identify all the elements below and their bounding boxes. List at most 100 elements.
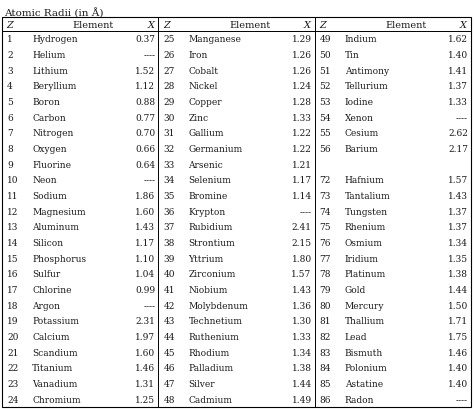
- Text: 55: 55: [319, 129, 331, 138]
- Text: ----: ----: [143, 176, 155, 185]
- Text: 78: 78: [319, 270, 331, 279]
- Text: 1: 1: [7, 35, 13, 44]
- Text: Hydrogen: Hydrogen: [32, 35, 78, 44]
- Text: 75: 75: [319, 223, 331, 232]
- Text: 1.49: 1.49: [292, 395, 312, 404]
- Text: 54: 54: [319, 113, 331, 122]
- Text: Technetium: Technetium: [189, 317, 243, 326]
- Text: 1.50: 1.50: [448, 301, 468, 310]
- Text: Phosphorus: Phosphorus: [32, 254, 86, 263]
- Text: Boron: Boron: [32, 98, 60, 107]
- Text: 6: 6: [7, 113, 13, 122]
- Text: 1.43: 1.43: [448, 191, 468, 200]
- Text: 41: 41: [164, 285, 175, 294]
- Text: 1.38: 1.38: [292, 364, 312, 373]
- Text: 1.36: 1.36: [292, 301, 312, 310]
- Text: Ruthenium: Ruthenium: [189, 332, 239, 341]
- Text: Z: Z: [319, 20, 326, 29]
- Text: Zirconium: Zirconium: [189, 270, 236, 279]
- Text: 1.80: 1.80: [292, 254, 312, 263]
- Text: Rhenium: Rhenium: [345, 223, 386, 232]
- Text: 1.57: 1.57: [448, 176, 468, 185]
- Text: 1.97: 1.97: [135, 332, 155, 341]
- Text: 7: 7: [7, 129, 13, 138]
- Text: 46: 46: [164, 364, 175, 373]
- Text: Bromine: Bromine: [189, 191, 228, 200]
- Text: Rubidium: Rubidium: [189, 223, 233, 232]
- Text: 14: 14: [7, 238, 18, 247]
- Text: Sodium: Sodium: [32, 191, 67, 200]
- Text: Nitrogen: Nitrogen: [32, 129, 73, 138]
- Text: Nickel: Nickel: [189, 82, 218, 91]
- Text: 23: 23: [7, 379, 18, 388]
- Text: 43: 43: [164, 317, 175, 326]
- Text: Tantalium: Tantalium: [345, 191, 391, 200]
- Text: Z: Z: [7, 20, 13, 29]
- Text: X: X: [460, 20, 467, 29]
- Text: 1.04: 1.04: [135, 270, 155, 279]
- Text: 1.12: 1.12: [136, 82, 155, 91]
- Text: 1.60: 1.60: [135, 207, 155, 216]
- Text: ----: ----: [143, 301, 155, 310]
- Text: 1.37: 1.37: [448, 223, 468, 232]
- Text: Cobalt: Cobalt: [189, 67, 219, 76]
- Text: Lead: Lead: [345, 332, 367, 341]
- Text: Neon: Neon: [32, 176, 57, 185]
- Text: 1.21: 1.21: [292, 160, 312, 169]
- Text: 1.46: 1.46: [448, 348, 468, 357]
- Text: 1.33: 1.33: [292, 332, 312, 341]
- Text: Thallium: Thallium: [345, 317, 385, 326]
- Text: Helium: Helium: [32, 51, 65, 60]
- Text: Element: Element: [73, 20, 114, 29]
- Text: Selenium: Selenium: [189, 176, 231, 185]
- Text: Chlorine: Chlorine: [32, 285, 72, 294]
- Text: Chromium: Chromium: [32, 395, 81, 404]
- Text: 13: 13: [7, 223, 18, 232]
- Text: 1.86: 1.86: [135, 191, 155, 200]
- Text: Calcium: Calcium: [32, 332, 70, 341]
- Text: 32: 32: [164, 145, 174, 154]
- Text: 1.33: 1.33: [448, 98, 468, 107]
- Text: Iron: Iron: [189, 51, 208, 60]
- Text: 5: 5: [7, 98, 13, 107]
- Text: 1.17: 1.17: [135, 238, 155, 247]
- Text: 26: 26: [164, 51, 175, 60]
- Text: 9: 9: [7, 160, 13, 169]
- Text: 1.43: 1.43: [136, 223, 155, 232]
- Text: Cadmium: Cadmium: [189, 395, 232, 404]
- Text: 1.40: 1.40: [448, 51, 468, 60]
- Text: 0.37: 0.37: [136, 35, 155, 44]
- Text: 4: 4: [7, 82, 13, 91]
- Text: Arsenic: Arsenic: [189, 160, 223, 169]
- Text: 1.10: 1.10: [135, 254, 155, 263]
- Text: Beryllium: Beryllium: [32, 82, 76, 91]
- Text: Silicon: Silicon: [32, 238, 63, 247]
- Text: Element: Element: [385, 20, 427, 29]
- Text: 2.62: 2.62: [448, 129, 468, 138]
- Text: Argon: Argon: [32, 301, 60, 310]
- Text: 47: 47: [164, 379, 175, 388]
- Text: Yttrium: Yttrium: [189, 254, 224, 263]
- Text: 1.22: 1.22: [292, 129, 312, 138]
- Text: 21: 21: [7, 348, 18, 357]
- Text: Atomic Radii (in Å): Atomic Radii (in Å): [4, 8, 103, 18]
- Text: 37: 37: [164, 223, 175, 232]
- Text: Aluminum: Aluminum: [32, 223, 79, 232]
- Text: 1.44: 1.44: [448, 285, 468, 294]
- Text: 72: 72: [319, 176, 331, 185]
- Text: 79: 79: [319, 285, 331, 294]
- Text: Carbon: Carbon: [32, 113, 66, 122]
- Text: 50: 50: [319, 51, 331, 60]
- Text: 2.41: 2.41: [292, 223, 312, 232]
- Text: 1.71: 1.71: [448, 317, 468, 326]
- Text: Strontium: Strontium: [189, 238, 235, 247]
- Text: 1.46: 1.46: [135, 364, 155, 373]
- Text: X: X: [304, 20, 310, 29]
- Text: Astatine: Astatine: [345, 379, 383, 388]
- Text: 1.57: 1.57: [292, 270, 312, 279]
- Text: Polonium: Polonium: [345, 364, 388, 373]
- Text: 1.37: 1.37: [448, 82, 468, 91]
- Text: 2: 2: [7, 51, 13, 60]
- Text: ----: ----: [456, 395, 468, 404]
- Text: 1.25: 1.25: [135, 395, 155, 404]
